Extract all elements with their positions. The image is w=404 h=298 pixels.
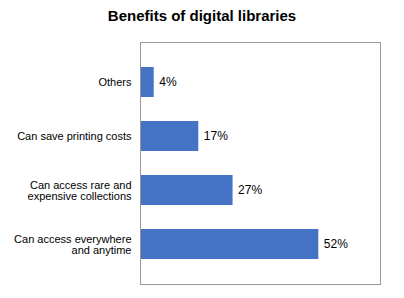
html-text:Benefits of digital libraries: Benefits of digital libraries — [107, 7, 297, 24]
svg-text:Others: Others — [98, 76, 132, 88]
svg-text:52%: 52% — [324, 237, 348, 251]
svg-text:Can save printing costs: Can save printing costs — [17, 130, 132, 142]
svg-text:Can access rare andexpensive c: Can access rare andexpensive collections — [28, 179, 132, 202]
svg-text:27%: 27% — [238, 183, 262, 197]
svg-text:17%: 17% — [204, 129, 228, 143]
svg-text:Can access everywhereand anyti: Can access everywhereand anytime — [14, 233, 131, 256]
svg-text:4%: 4% — [159, 75, 177, 89]
